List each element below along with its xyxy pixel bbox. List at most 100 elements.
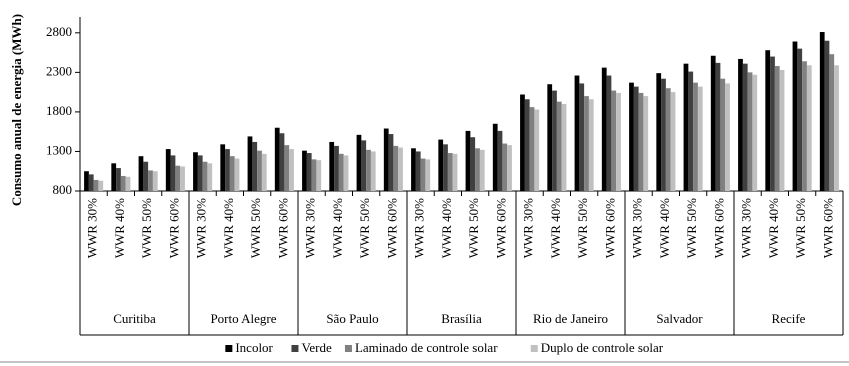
x-tick-label: WWR 40% (112, 198, 127, 258)
bar (197, 155, 203, 191)
bar (529, 107, 535, 191)
bar (765, 50, 771, 191)
x-tick-label: WWR 30% (739, 198, 754, 258)
x-tick-label: WWR 50% (248, 198, 263, 258)
bar (742, 63, 748, 191)
bar (683, 63, 689, 191)
bar (715, 62, 721, 191)
bar (656, 73, 662, 191)
x-tick-label: WWR 50% (575, 198, 590, 258)
bar (556, 101, 562, 191)
bar (770, 56, 775, 191)
bar (425, 159, 431, 191)
x-tick-label: WWR 40% (766, 198, 781, 258)
bar (261, 153, 267, 191)
bar (661, 78, 666, 191)
bar (561, 104, 567, 191)
legend-swatch (291, 345, 299, 352)
group-label: Recife (772, 311, 806, 326)
bar (334, 145, 339, 191)
bar (507, 145, 512, 191)
bar (443, 144, 448, 191)
bar (306, 153, 312, 191)
bar (338, 153, 344, 191)
bar (398, 147, 403, 191)
x-tick-label: WWR 50% (793, 198, 808, 258)
bar (98, 180, 104, 191)
bar (356, 134, 362, 191)
x-tick-label: WWR 60% (493, 198, 508, 258)
bar (143, 161, 149, 191)
bar (633, 86, 639, 191)
bar (302, 150, 307, 191)
x-tick-label: WWR 60% (820, 198, 835, 258)
bar (202, 161, 208, 191)
bar (452, 153, 458, 191)
bar (697, 86, 703, 191)
bar (497, 130, 503, 191)
bar (165, 149, 171, 191)
bar (552, 90, 557, 191)
bar (175, 165, 181, 191)
bar (534, 109, 540, 191)
bar (370, 151, 376, 191)
legend-label: Laminado de controle solar (355, 340, 498, 355)
bar (588, 99, 594, 191)
bar (829, 54, 835, 191)
bar (316, 160, 322, 191)
bar (492, 123, 498, 191)
bar (225, 149, 230, 191)
bar (152, 171, 158, 191)
bar (411, 148, 416, 191)
bar (93, 179, 99, 191)
bar (797, 48, 803, 191)
x-tick-label: WWR 60% (602, 198, 617, 258)
bar (383, 128, 389, 191)
x-tick-label: WWR 60% (275, 198, 290, 258)
x-tick-label: WWR 30% (85, 198, 100, 258)
bar (274, 127, 280, 191)
bar (819, 32, 825, 192)
bar (229, 156, 235, 191)
y-tick-label: 2800 (46, 24, 72, 39)
group-label: Brasília (441, 311, 482, 326)
bar (547, 84, 553, 191)
bar (638, 92, 644, 191)
bar (447, 153, 453, 191)
bar (193, 152, 198, 191)
bar (84, 171, 89, 191)
bar (279, 133, 285, 191)
bar (361, 140, 367, 191)
bar (665, 88, 671, 191)
x-tick-label: WWR 40% (221, 198, 236, 258)
bar (234, 158, 240, 191)
bar (574, 75, 580, 191)
bar (180, 166, 185, 191)
bar (479, 149, 485, 191)
bar (824, 40, 830, 192)
bar (170, 155, 176, 191)
bar (688, 71, 694, 191)
bar (693, 82, 698, 191)
bar (311, 159, 317, 191)
bar (438, 139, 444, 191)
x-tick-label: WWR 60% (166, 198, 181, 258)
x-tick-label: WWR 50% (357, 198, 372, 258)
bar (88, 174, 94, 191)
bar (779, 69, 785, 191)
bar (138, 156, 144, 191)
legend-swatch (530, 345, 538, 352)
bar (475, 148, 480, 191)
bar (502, 143, 508, 191)
bar (606, 75, 612, 191)
bar (720, 78, 726, 191)
bar (125, 176, 131, 191)
x-tick-label: WWR 30% (194, 198, 209, 258)
bar (284, 145, 290, 191)
bar (752, 74, 758, 191)
bar (834, 65, 839, 191)
x-tick-label: WWR 30% (303, 198, 318, 258)
bar (343, 155, 349, 191)
bar (329, 141, 335, 191)
